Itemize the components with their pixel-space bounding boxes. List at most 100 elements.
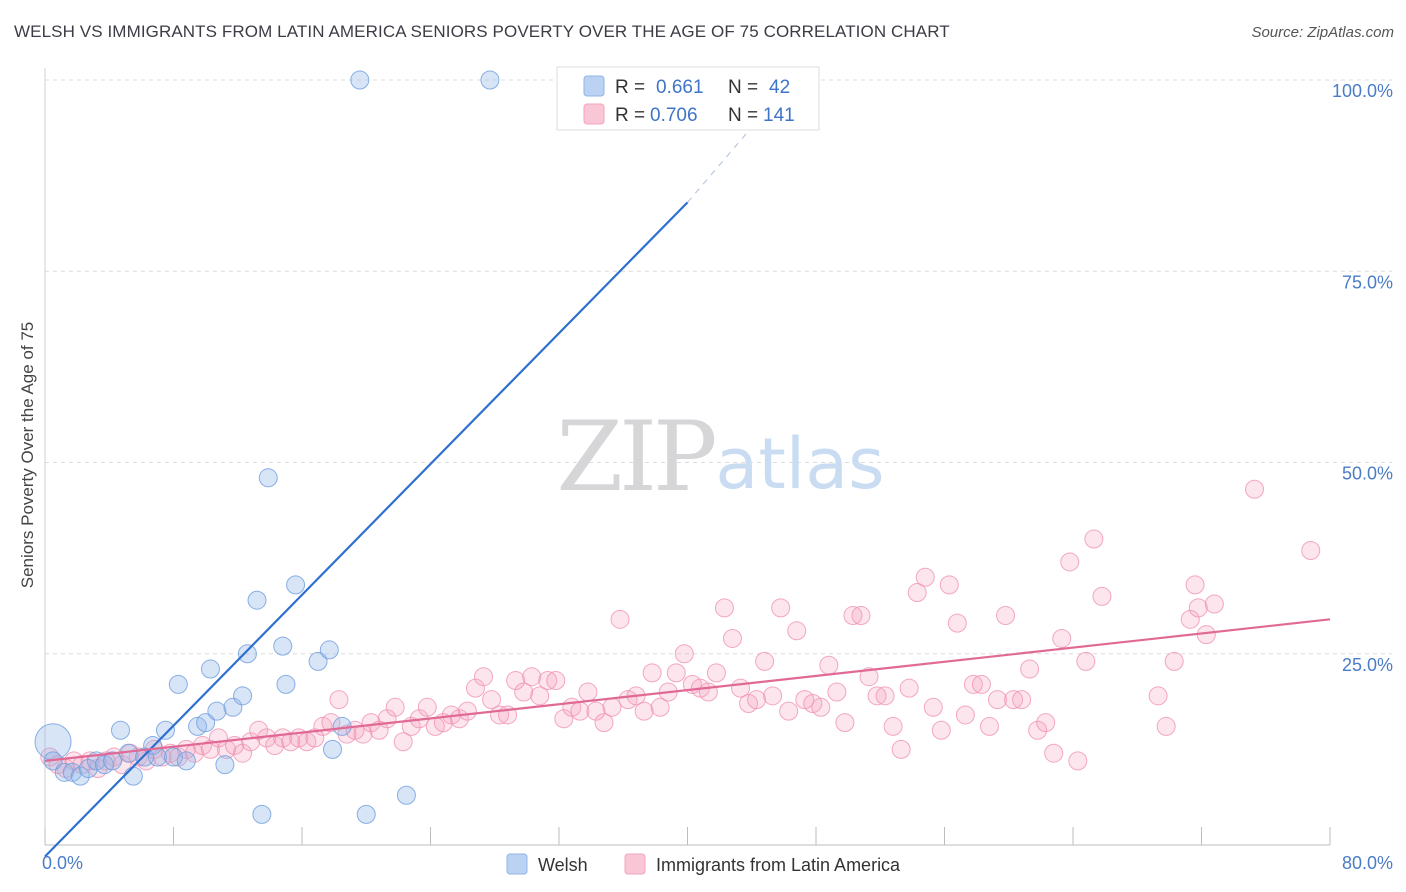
point-latin-america [907,583,927,603]
point-welsh [196,713,216,733]
legend-r-label-latin-america: R = [615,105,645,126]
point-latin-america [1044,743,1064,763]
x-tick-label-max: 80.0% [1342,853,1393,873]
point-latin-america [1180,609,1200,629]
grid [45,79,1392,655]
point-welsh [308,651,328,671]
point-latin-america [763,686,783,706]
point-latin-america [200,739,220,759]
y-tick-label: 50.0% [1342,464,1393,484]
point-welsh [215,755,235,775]
point-latin-america [514,682,534,702]
point-welsh [273,636,293,656]
y-tick-label: 25.0% [1342,655,1393,675]
legend-n-latin-america: 141 [763,105,795,126]
point-latin-america [586,701,606,721]
y-tick-label: 75.0% [1342,272,1393,292]
trend-line-welsh [44,201,689,858]
point-latin-america [393,732,413,752]
point-welsh [200,659,220,679]
point-latin-america [1188,598,1208,618]
point-latin-america [506,671,526,691]
point-latin-america [722,628,742,648]
point-welsh [54,762,74,782]
point-latin-america [1301,540,1321,560]
point-welsh [319,640,339,660]
point-welsh [110,720,130,740]
point-latin-america [329,690,349,710]
point-latin-america [1245,479,1265,499]
bottom-legend-swatch-welsh [506,853,528,875]
point-latin-america [233,743,253,763]
point-latin-america [538,671,558,691]
point-latin-america [1068,751,1088,771]
point-latin-america [875,686,895,706]
legend-n-label-latin-america: N = [728,105,758,126]
legend-r-latin-america: 0.706 [650,105,698,126]
point-welsh [356,804,376,824]
legend-r-label-welsh: R = [615,77,645,98]
point-latin-america [1020,659,1040,679]
point-latin-america [923,697,943,717]
legend-n-label-welsh: N = [728,77,758,98]
point-latin-america [634,701,654,721]
point-latin-america [706,663,726,683]
point-latin-america [1156,716,1176,736]
stats-legend: R = 0.661 N = 42 R = 0.706 N = 141 [556,66,820,131]
point-latin-america [1092,586,1112,606]
point-latin-america [891,739,911,759]
point-latin-america [1060,552,1080,572]
point-latin-america [305,728,325,748]
point-latin-america [988,690,1008,710]
point-latin-america [851,606,871,625]
point-welsh [258,468,278,488]
point-latin-america [474,667,494,687]
point-latin-america [642,663,662,683]
point-latin-america [1012,690,1032,710]
point-welsh [147,747,167,767]
point-welsh [207,701,227,721]
source-label: Source: ZipAtlas.com [1251,24,1394,41]
x-tick-label-min: 0.0% [42,853,83,873]
point-latin-america [1076,651,1096,671]
chart-title: WELSH VS IMMIGRANTS FROM LATIN AMERICA S… [14,22,950,41]
point-latin-america [827,682,847,702]
bottom-legend-label-latin-america: Immigrants from Latin America [656,855,901,875]
point-latin-america [1028,720,1048,740]
y-axis-label: Seniors Poverty Over the Age of 75 [18,322,37,588]
point-latin-america [1148,686,1168,706]
point-latin-america [843,606,863,625]
tick-labels: 25.0% 50.0% 75.0% 100.0% 0.0% 80.0% [42,81,1393,873]
point-latin-america [369,720,389,740]
watermark-atlas: atlas [715,423,884,505]
point-latin-america [522,667,542,687]
point-latin-america [321,713,341,733]
series-legend: Welsh Immigrants from Latin America [506,853,901,875]
point-latin-america [610,609,630,629]
point-welsh [350,70,370,90]
point-latin-america [771,598,791,618]
point-welsh [78,759,98,778]
point-latin-america [1164,651,1184,671]
point-latin-america [417,697,437,717]
point-latin-america [996,606,1016,625]
point-latin-america [939,575,959,595]
point-welsh [323,739,343,759]
legend-swatch-welsh [583,75,605,97]
point-latin-america [979,716,999,736]
point-latin-america [465,678,485,698]
watermark: ZIP atlas [556,401,884,513]
point-latin-america [787,621,807,641]
bottom-legend-label-welsh: Welsh [538,855,588,875]
point-latin-america [931,720,951,740]
trend-line-latin-america [44,618,1331,762]
point-latin-america [867,686,887,706]
point-latin-america [915,567,935,587]
point-latin-america [1004,690,1024,710]
point-latin-america [666,663,686,683]
point-welsh [102,751,122,771]
point-latin-america [530,686,550,706]
legend-swatch-latin-america [583,103,605,125]
point-latin-america [747,690,767,710]
